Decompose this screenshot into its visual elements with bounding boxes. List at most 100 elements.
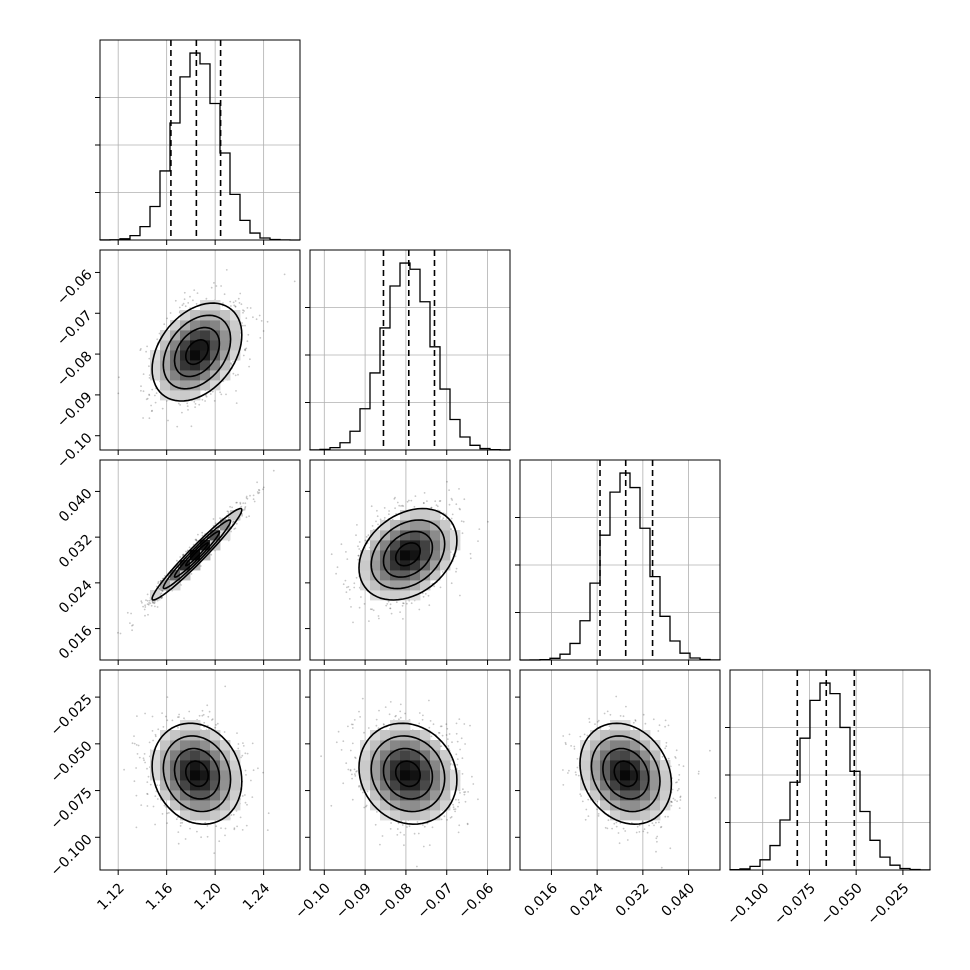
density-cell bbox=[180, 570, 191, 581]
sample-point bbox=[235, 810, 238, 812]
density-cell bbox=[160, 330, 171, 341]
density-cell bbox=[420, 510, 431, 521]
density-cell bbox=[440, 530, 451, 541]
sample-point bbox=[234, 305, 237, 308]
density-cell bbox=[230, 330, 241, 341]
sample-point bbox=[364, 539, 367, 542]
density-cell bbox=[190, 320, 201, 331]
sample-point bbox=[161, 813, 164, 815]
sample-point bbox=[194, 538, 197, 541]
sample-point bbox=[156, 784, 159, 786]
sample-point bbox=[346, 586, 348, 589]
density-cell bbox=[180, 390, 191, 401]
sample-point bbox=[252, 498, 255, 501]
sample-point bbox=[413, 505, 416, 508]
sample-point bbox=[183, 298, 186, 301]
density-cell bbox=[200, 380, 211, 391]
sample-point bbox=[451, 499, 454, 501]
density-cell bbox=[230, 340, 241, 351]
sample-point bbox=[214, 726, 217, 729]
density-cell bbox=[390, 570, 401, 581]
density-cell bbox=[220, 350, 231, 361]
density-cell bbox=[220, 360, 231, 371]
sample-point bbox=[358, 541, 361, 543]
sample-point bbox=[266, 320, 269, 323]
density-cell bbox=[180, 370, 191, 381]
sample-point bbox=[345, 551, 347, 553]
sample-point bbox=[236, 732, 238, 734]
sample-point bbox=[151, 715, 154, 718]
sample-point bbox=[232, 372, 235, 375]
sample-point bbox=[396, 501, 399, 504]
sample-point bbox=[408, 499, 410, 502]
density-cell bbox=[160, 580, 171, 591]
histogram-0 bbox=[99, 52, 301, 241]
sample-point bbox=[146, 793, 149, 795]
density-cell bbox=[420, 530, 431, 541]
sample-point bbox=[399, 611, 401, 613]
sample-point bbox=[435, 504, 438, 506]
sample-point bbox=[244, 794, 246, 796]
sample-point bbox=[344, 579, 347, 582]
density-cell bbox=[360, 560, 371, 571]
sample-point bbox=[355, 534, 357, 537]
sample-point bbox=[448, 503, 451, 506]
sample-point bbox=[158, 332, 161, 335]
sample-point bbox=[350, 606, 352, 608]
sample-point bbox=[227, 512, 230, 515]
density-cell bbox=[210, 320, 221, 331]
sample-point bbox=[231, 521, 234, 524]
sample-point bbox=[427, 594, 430, 597]
sample-point bbox=[478, 528, 481, 530]
panel-frame bbox=[519, 459, 721, 661]
sample-point bbox=[418, 608, 421, 611]
density-cell bbox=[360, 580, 371, 591]
sample-point bbox=[348, 598, 351, 600]
sample-point bbox=[357, 554, 360, 557]
sample-point bbox=[188, 546, 191, 549]
sample-point bbox=[177, 726, 179, 729]
sample-point bbox=[154, 733, 157, 736]
sample-point bbox=[422, 595, 425, 598]
panel-frame bbox=[309, 459, 511, 661]
sample-point bbox=[148, 357, 151, 360]
sample-point bbox=[154, 394, 156, 397]
sample-point bbox=[164, 715, 167, 718]
density-cell bbox=[210, 340, 221, 351]
panel-frame bbox=[99, 249, 301, 451]
sample-point bbox=[123, 768, 125, 771]
sample-point bbox=[256, 491, 259, 493]
sample-point bbox=[246, 803, 248, 806]
sample-point bbox=[252, 769, 255, 772]
sample-point bbox=[245, 497, 248, 499]
density-cell bbox=[380, 570, 391, 581]
sample-point bbox=[226, 510, 229, 513]
contour-2 bbox=[370, 519, 446, 590]
y-tick-label: −0.09 bbox=[54, 389, 96, 431]
sample-point bbox=[117, 631, 119, 634]
sample-point bbox=[158, 588, 161, 590]
sample-point bbox=[246, 307, 249, 309]
sample-point bbox=[448, 489, 450, 491]
sample-point bbox=[469, 552, 472, 555]
sample-point bbox=[201, 534, 204, 537]
density-cell bbox=[420, 570, 431, 581]
sample-point bbox=[233, 828, 236, 831]
sample-point bbox=[393, 498, 396, 500]
contour-3 bbox=[151, 507, 243, 601]
sample-point bbox=[406, 500, 409, 503]
sample-point bbox=[463, 498, 466, 501]
sample-point bbox=[135, 826, 138, 829]
sample-point bbox=[233, 827, 236, 830]
sample-point bbox=[258, 314, 261, 317]
sample-point bbox=[360, 596, 362, 598]
panel-2-2 bbox=[515, 459, 721, 665]
panel-frame bbox=[99, 39, 301, 241]
sample-point bbox=[192, 299, 194, 302]
sample-point bbox=[236, 825, 239, 828]
sample-point bbox=[148, 741, 151, 744]
sample-point bbox=[208, 710, 211, 713]
density-cell bbox=[160, 390, 171, 401]
contour-1 bbox=[173, 530, 221, 578]
